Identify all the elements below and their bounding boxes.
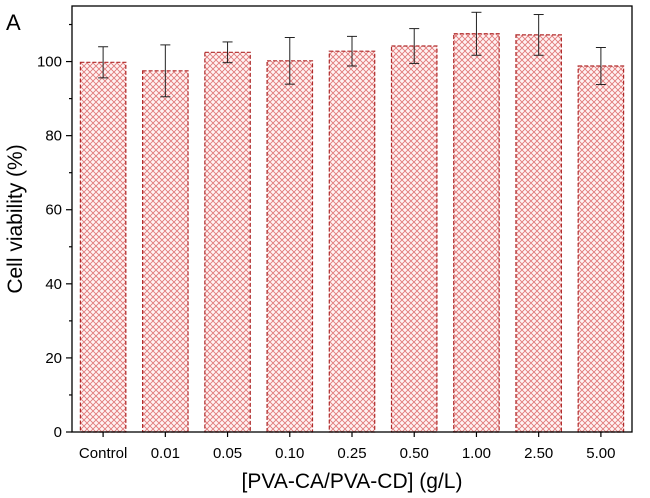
y-axis-title: Cell viability (%) <box>4 144 27 293</box>
bar-1-00 <box>453 33 500 433</box>
error-bar <box>98 46 109 79</box>
y-tick-label: 60 <box>45 202 62 219</box>
bar-0-50 <box>390 45 438 433</box>
error-bars-layer <box>98 11 606 98</box>
error-bar <box>409 28 420 64</box>
y-tick-label: 0 <box>54 424 62 441</box>
error-bar <box>222 41 233 64</box>
y-tick-label: 20 <box>45 350 62 367</box>
error-bar <box>160 44 171 98</box>
axes-layer <box>66 5 633 437</box>
bars-layer <box>79 33 625 433</box>
tick-labels-layer: Control 0.01 0.05 0.10 0.25 0.50 1.00 2.50 5.00 0… <box>37 54 616 462</box>
x-tick-label: 0.10 <box>275 445 304 462</box>
error-bar <box>347 35 357 67</box>
y-tick-label: 80 <box>45 128 62 145</box>
x-tick-label: 0.05 <box>213 445 242 462</box>
bar-control <box>79 61 127 433</box>
x-axis-title: [PVA-CA/PVA-CD] (g/L) <box>242 470 463 493</box>
x-tick-label: 2.50 <box>524 445 553 462</box>
x-tick-label: 1.00 <box>462 445 491 462</box>
bar-0-01 <box>142 70 189 433</box>
error-bar <box>595 46 606 86</box>
x-tick-label: 5.00 <box>586 445 615 462</box>
x-tick-label: 0.25 <box>337 445 366 462</box>
bar-0-05 <box>204 51 251 433</box>
y-tick-label: 40 <box>45 276 62 293</box>
error-bar <box>284 36 295 85</box>
x-tick-label: 0.50 <box>400 445 429 462</box>
bar-5-00 <box>577 65 625 433</box>
bar-0-25 <box>328 50 376 433</box>
x-tick-label: 0.01 <box>151 445 180 462</box>
panel-label: A <box>6 10 21 35</box>
bar-0-10 <box>266 60 314 433</box>
x-tick-label: Control <box>79 445 127 462</box>
plot-frame <box>71 5 633 433</box>
error-bar <box>471 11 482 56</box>
error-bar <box>533 14 544 56</box>
y-tick-label: 100 <box>37 54 62 71</box>
bar-2-50 <box>515 34 562 433</box>
